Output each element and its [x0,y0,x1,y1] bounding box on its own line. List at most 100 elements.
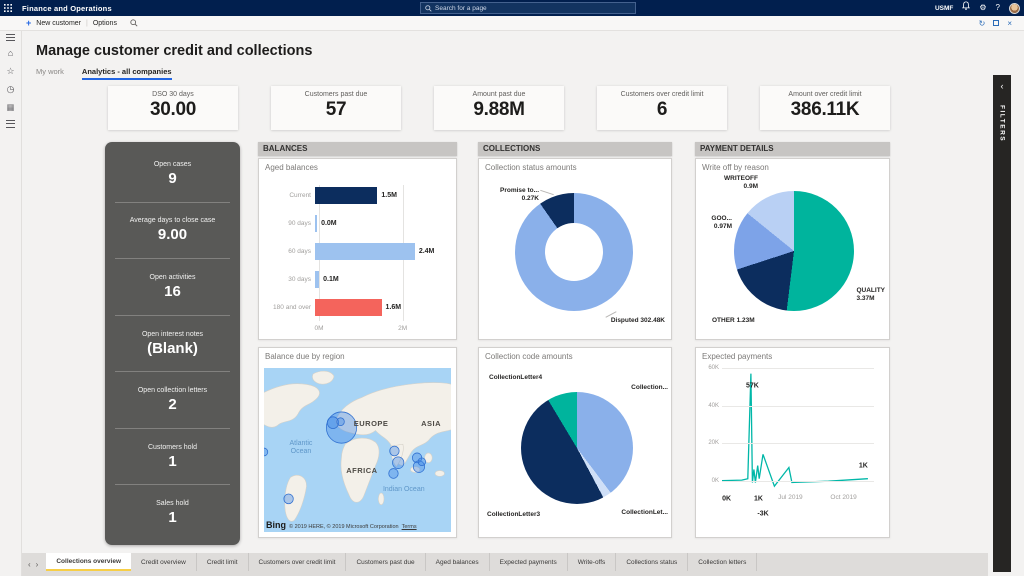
modules-list-icon[interactable] [6,120,15,128]
section-header-balances: BALANCES [258,142,457,156]
bar-value-label: 0.0M [321,219,337,227]
pie-label-other: OTHER 1.23M [712,316,755,324]
bar-category-label: Current [289,191,311,199]
world-map[interactable]: EUROPE ASIA AFRICA Atlantic Ocean Indian… [264,368,451,532]
y-gridline [722,443,874,445]
balance-map-tile[interactable]: Balance due by region EUROPE ASIA AFRICA… [258,347,457,538]
bar[interactable] [315,214,318,232]
kpi-card[interactable]: Customers over credit limit 6 [597,86,727,130]
hamburger-menu-icon[interactable] [6,34,15,41]
kpi-value: 30.00 [149,99,197,120]
favorites-star-icon[interactable]: ☆ [6,66,15,76]
bar-category-label: 30 days [288,275,311,283]
map-bubble[interactable] [392,456,405,469]
kpi-card[interactable]: Amount over credit limit 386.11K [760,86,890,130]
map-terms-link[interactable]: Terms [401,524,417,530]
expected-payments-svg [721,373,868,488]
map-bubble[interactable] [412,460,426,473]
report-tab[interactable]: Customers over credit limit [249,553,347,571]
close-icon[interactable]: × [1007,18,1012,28]
y-axis-tick: 40K [708,402,719,409]
kpi-card[interactable]: DSO 30 days 30.00 [108,86,238,130]
kpi-label: DSO 30 days [152,91,194,98]
notifications-bell-icon[interactable] [962,0,971,16]
page-search-box[interactable] [420,2,636,14]
bar-row: 60 days 2.4M [267,239,448,263]
bar-track: 2.4M [315,242,448,260]
map-bubble[interactable] [325,411,357,444]
report-tab[interactable]: Credit overview [131,553,197,571]
user-avatar[interactable] [1009,2,1020,14]
map-bubble[interactable] [388,468,399,479]
app-launcher-icon[interactable] [0,0,16,16]
tabs-prev-icon[interactable]: ‹ [28,560,31,569]
summary-item: Open cases 9 [115,146,230,203]
map-bubble[interactable] [326,416,340,429]
sumatra-shape [410,466,421,473]
report-tab-list: Collections overview Credit overview Credi… [46,553,758,576]
report-tab[interactable]: Credit limit [197,553,249,571]
map-bubble[interactable] [389,445,400,457]
map-bubble[interactable] [336,417,345,427]
summary-value: 16 [164,282,181,300]
data-point-label: 57K [745,382,759,390]
options-menu-button[interactable]: Options [92,19,117,27]
collection-status-tile[interactable]: Collection status amounts Promise to... … [478,158,672,340]
kpi-row: DSO 30 days 30.00 Customers past due 57 Amou… [108,86,890,130]
tabs-next-icon[interactable]: › [35,560,39,569]
aged-balances-rows: Current 1.5M 90 days 0.0M 60 days 2.4M 30 days… [267,181,448,321]
write-off-tile[interactable]: Write off by reason WRITEOFF 0.9M GOO...… [695,158,890,340]
south-america-shape [284,475,307,522]
tab-analytics-all-companies[interactable]: Analytics - all companies [81,67,172,80]
bar[interactable] [315,298,382,316]
map-bubble[interactable] [417,457,426,467]
kpi-card[interactable]: Amount past due 9.88M [434,86,564,130]
bar-value-label: 1.5M [381,191,397,199]
kpi-card[interactable]: Customers past due 57 [271,86,401,130]
y-axis-tick: 60K [708,365,719,371]
report-tab[interactable]: Aged balances [426,553,490,571]
bar[interactable] [315,186,378,204]
donut-label-disputed: Disputed 302.48K [610,316,665,324]
report-tab[interactable]: Collections overview [46,553,132,571]
chart-title: Write off by reason [702,163,769,172]
pie-label-collectionlet: CollectionLet... [621,508,668,516]
settings-gear-icon[interactable]: ⚙ [979,3,987,12]
tab-my-work[interactable]: My work [36,67,64,76]
help-icon[interactable]: ? [995,3,1000,12]
company-picker[interactable]: USMF [934,4,954,12]
restore-window-icon[interactable] [993,20,1000,26]
report-tab[interactable]: Collection letters [688,553,758,571]
workspaces-icon[interactable]: ▦ [6,102,15,112]
report-tab[interactable]: Expected payments [490,553,568,571]
map-bubble[interactable] [264,447,269,457]
report-tab[interactable]: Customers past due [346,553,426,571]
filters-panel-toggle[interactable]: ‹ FILTERS [993,75,1011,572]
map-bubble-layer [264,411,426,505]
collection-code-tile[interactable]: Collection code amounts CollectionLetter… [478,347,672,538]
search-input[interactable] [435,4,631,12]
collections-summary-panel: Open cases 9 Average days to close case 9.0… [105,142,240,545]
recent-clock-icon[interactable]: ◷ [6,84,15,94]
madagascar-shape [378,492,385,505]
report-tab[interactable]: Write-offs [568,553,617,571]
summary-label: Open interest notes [141,330,204,338]
new-customer-button[interactable]: New customer [36,19,81,27]
action-search-icon[interactable] [130,19,138,27]
bar[interactable] [315,242,415,260]
collection-code-pie [521,392,633,504]
report-page-tabs: ‹ › Collections overview Credit overview C… [22,553,988,576]
search-icon [425,4,432,12]
pie-label-writeoff: WRITEOFF 0.9M [724,175,758,191]
view-tabs: My work Analytics - all companies [36,67,172,80]
expected-payments-tile[interactable]: Expected payments 60K 40K 20K 0K Jul 2019 Oct… [695,347,890,538]
home-icon[interactable]: ⌂ [7,48,14,58]
report-tab[interactable]: Collections status [616,553,689,571]
kpi-value: 9.88M [473,99,525,120]
map-bubble[interactable] [283,493,294,505]
line-series [721,373,868,488]
bar[interactable] [315,270,320,288]
summary-item: Sales hold 1 [115,485,230,541]
refresh-icon[interactable]: ↻ [978,18,986,28]
aged-balances-tile[interactable]: Aged balances Current 1.5M 90 days 0.0M 60 d… [258,158,457,340]
